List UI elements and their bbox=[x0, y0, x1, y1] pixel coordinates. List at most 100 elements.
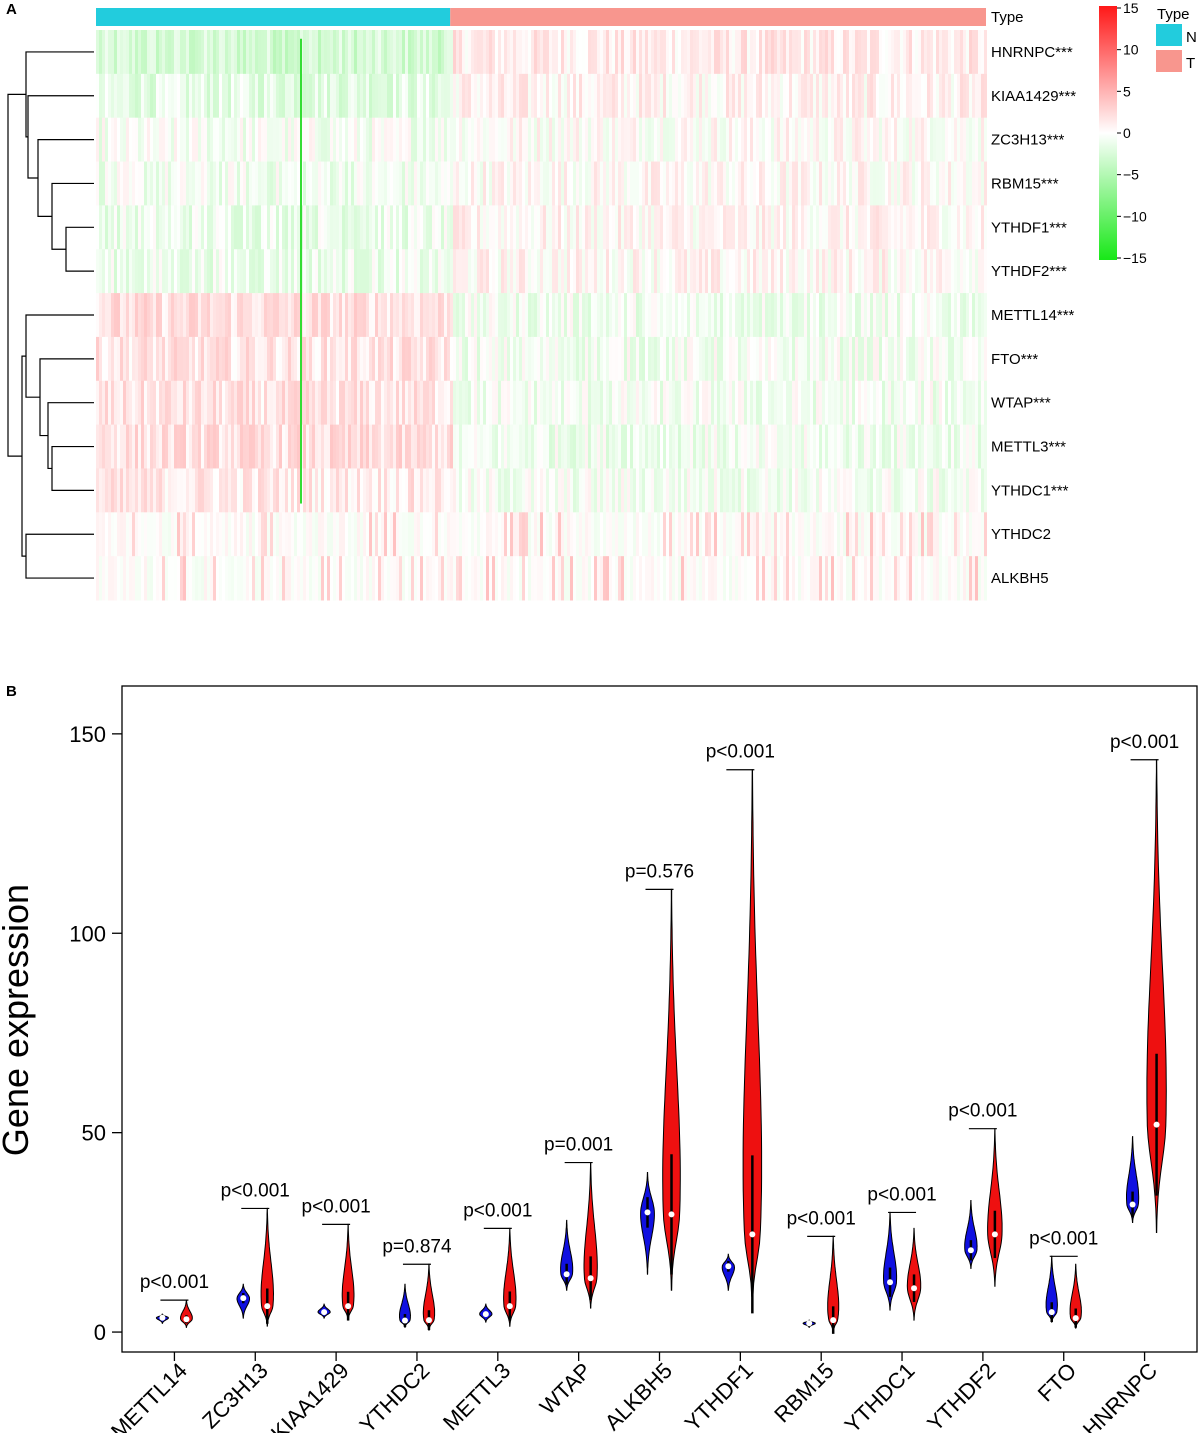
heatmap-cell bbox=[288, 336, 291, 382]
heatmap-cell bbox=[813, 424, 816, 469]
heatmap-cell bbox=[825, 30, 828, 75]
heatmap-cell bbox=[192, 468, 195, 513]
heatmap-cell bbox=[882, 205, 885, 250]
heatmap-cell bbox=[645, 161, 648, 206]
heatmap-cell bbox=[516, 512, 519, 557]
heatmap-cell bbox=[765, 293, 768, 338]
heatmap-cell bbox=[255, 512, 258, 557]
heatmap-cell bbox=[102, 556, 105, 601]
heatmap-cell bbox=[120, 380, 123, 426]
heatmap-cell bbox=[234, 468, 237, 513]
heatmap-cell bbox=[255, 161, 258, 206]
heatmap-cell bbox=[669, 161, 672, 206]
p-value-label: p<0.001 bbox=[706, 742, 775, 763]
heatmap-cell bbox=[309, 512, 312, 557]
heatmap-cell bbox=[426, 293, 429, 338]
heatmap-cell bbox=[834, 424, 837, 469]
heatmap-cell bbox=[777, 249, 780, 294]
heatmap-cell bbox=[870, 293, 873, 338]
heatmap-cell bbox=[330, 205, 333, 250]
heatmap-cell bbox=[477, 468, 480, 513]
heatmap-cell bbox=[303, 336, 306, 382]
heatmap-cell bbox=[204, 205, 207, 250]
heatmap-cell bbox=[558, 161, 561, 206]
heatmap-cell bbox=[636, 512, 639, 557]
heatmap-cell bbox=[804, 205, 807, 250]
heatmap-cell bbox=[213, 512, 216, 557]
heatmap-cell bbox=[249, 512, 252, 557]
violin-n bbox=[964, 1200, 978, 1270]
heatmap-cell bbox=[285, 249, 288, 294]
heatmap-cell bbox=[246, 512, 249, 557]
heatmap-cell bbox=[180, 30, 183, 75]
heatmap-cell bbox=[744, 336, 747, 382]
heatmap-cell bbox=[372, 556, 375, 601]
heatmap-cell bbox=[912, 249, 915, 294]
heatmap-cell bbox=[243, 73, 246, 119]
heatmap-cell bbox=[387, 424, 390, 469]
heatmap-cell bbox=[786, 468, 789, 513]
heatmap-cell bbox=[468, 556, 471, 601]
heatmap-cell bbox=[240, 30, 243, 75]
heatmap-cell bbox=[705, 512, 708, 557]
heatmap-cell bbox=[336, 161, 339, 206]
heatmap-cell bbox=[585, 293, 588, 338]
heatmap-cell bbox=[702, 336, 705, 382]
heatmap-cell bbox=[561, 249, 564, 294]
dendrogram-branch bbox=[25, 51, 94, 138]
heatmap-cell bbox=[606, 73, 609, 119]
heatmap-cell bbox=[234, 73, 237, 119]
heatmap-cell bbox=[318, 512, 321, 557]
heatmap-cell bbox=[843, 30, 846, 75]
heatmap-cell bbox=[630, 117, 633, 163]
heatmap-cell bbox=[954, 556, 957, 601]
heatmap-cell bbox=[591, 336, 594, 382]
heatmap-cell bbox=[612, 249, 615, 294]
heatmap-cell bbox=[369, 512, 372, 557]
heatmap-cell bbox=[738, 380, 741, 426]
heatmap-cell bbox=[960, 380, 963, 426]
heatmap-cell bbox=[261, 161, 264, 206]
heatmap-cell bbox=[582, 205, 585, 250]
heatmap-cell bbox=[114, 30, 117, 75]
heatmap-cell bbox=[306, 556, 309, 601]
heatmap-cell bbox=[753, 336, 756, 382]
heatmap-cell bbox=[519, 556, 522, 601]
heatmap-cell bbox=[705, 468, 708, 513]
heatmap-cell bbox=[582, 30, 585, 75]
annotation-row-label: Type bbox=[991, 9, 1024, 26]
heatmap-cell bbox=[738, 205, 741, 250]
heatmap-cell bbox=[264, 512, 267, 557]
heatmap-cell bbox=[234, 161, 237, 206]
heatmap-cell bbox=[126, 424, 129, 469]
heatmap-cell bbox=[855, 30, 858, 75]
heatmap-cell bbox=[699, 512, 702, 557]
heatmap-cell bbox=[495, 556, 498, 601]
heatmap-cell bbox=[108, 556, 111, 601]
heatmap-cell bbox=[843, 512, 846, 557]
heatmap-cell bbox=[972, 161, 975, 206]
heatmap-cell bbox=[615, 468, 618, 513]
heatmap-cell bbox=[516, 117, 519, 163]
heatmap-cell bbox=[828, 161, 831, 206]
heatmap-cell bbox=[381, 161, 384, 206]
heatmap-cell bbox=[288, 117, 291, 163]
heatmap-cell bbox=[966, 468, 969, 513]
heatmap-cell bbox=[627, 249, 630, 294]
heatmap-cell bbox=[588, 468, 591, 513]
heatmap-cell bbox=[525, 161, 528, 206]
heatmap-cell bbox=[882, 380, 885, 426]
heatmap-cell bbox=[774, 380, 777, 426]
heatmap-cell bbox=[600, 380, 603, 426]
heatmap-cell bbox=[936, 468, 939, 513]
heatmap-cell bbox=[534, 73, 537, 119]
heatmap-cell bbox=[840, 30, 843, 75]
heatmap-cell bbox=[378, 73, 381, 119]
heatmap-cell bbox=[348, 161, 351, 206]
legend-title: Type bbox=[1157, 6, 1190, 23]
heatmap-cell bbox=[117, 293, 120, 338]
heatmap-cell bbox=[603, 556, 606, 601]
heatmap-cell bbox=[579, 249, 582, 294]
heatmap-cell bbox=[510, 293, 513, 338]
